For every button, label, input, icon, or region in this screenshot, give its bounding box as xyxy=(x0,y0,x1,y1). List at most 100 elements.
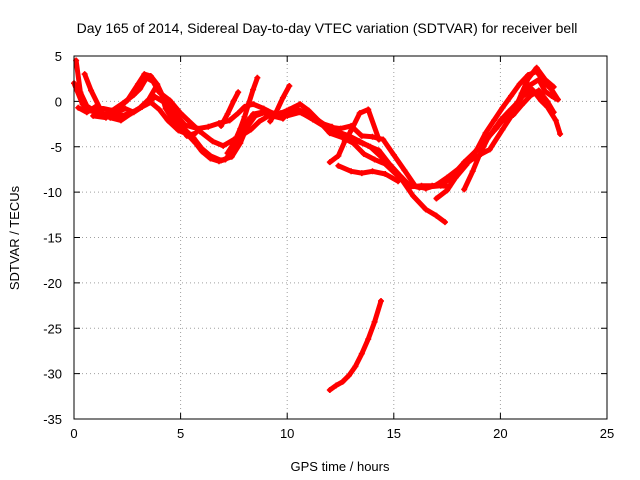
data-point xyxy=(433,195,440,202)
series-line xyxy=(335,163,401,184)
data-point xyxy=(473,146,480,153)
y-tick-label: 0 xyxy=(55,94,62,109)
data-point xyxy=(230,140,237,147)
data-point xyxy=(134,81,141,88)
data-point xyxy=(527,82,534,89)
x-tick-label: 25 xyxy=(600,426,614,441)
data-point xyxy=(220,142,227,149)
data-point xyxy=(476,152,483,159)
data-point xyxy=(218,157,225,164)
y-tick-label: -10 xyxy=(43,185,62,200)
series-sat-h xyxy=(267,82,293,125)
data-point xyxy=(348,127,355,134)
data-point xyxy=(554,96,561,103)
data-point xyxy=(277,110,284,117)
data-point xyxy=(177,110,184,117)
y-tick-label: 5 xyxy=(55,49,62,64)
series-line xyxy=(267,83,292,124)
x-tick-label: 10 xyxy=(280,426,294,441)
data-point xyxy=(169,110,176,117)
series-sat-g xyxy=(224,74,261,157)
data-point xyxy=(544,98,551,105)
data-point xyxy=(337,125,344,132)
plot-frame xyxy=(73,55,608,420)
data-point xyxy=(254,74,261,81)
series-line xyxy=(218,89,241,129)
data-point xyxy=(90,112,97,119)
data-point xyxy=(369,168,376,175)
data-point xyxy=(267,118,274,125)
data-point xyxy=(365,336,372,343)
data-point xyxy=(382,160,389,167)
data-point xyxy=(358,350,365,357)
data-point xyxy=(83,109,90,116)
data-point xyxy=(335,162,342,169)
data-point xyxy=(177,124,184,131)
series-line xyxy=(327,298,384,393)
data-point xyxy=(141,71,148,78)
data-point xyxy=(252,112,259,119)
x-tick-label: 0 xyxy=(70,426,77,441)
data-point xyxy=(335,152,342,159)
data-point xyxy=(535,87,542,94)
data-point xyxy=(122,111,129,118)
data-point xyxy=(237,140,244,147)
y-tick-label: -15 xyxy=(43,231,62,246)
data-point xyxy=(117,117,124,124)
data-point xyxy=(518,102,525,109)
data-point xyxy=(356,110,363,117)
data-point xyxy=(550,109,557,116)
data-point xyxy=(124,97,131,104)
data-point xyxy=(209,138,216,145)
series-sat-k xyxy=(326,298,385,393)
plot-area xyxy=(71,57,564,393)
data-point xyxy=(226,117,233,124)
data-point xyxy=(360,151,367,158)
data-point xyxy=(183,132,190,139)
data-point xyxy=(256,118,263,125)
data-point xyxy=(88,87,95,94)
data-point xyxy=(427,183,434,190)
data-point xyxy=(132,107,139,114)
data-point xyxy=(326,159,333,166)
data-point xyxy=(371,318,378,325)
data-point xyxy=(75,104,82,111)
data-point xyxy=(77,89,84,96)
data-point xyxy=(235,110,242,117)
data-point xyxy=(326,386,333,393)
data-point xyxy=(375,147,382,154)
data-point xyxy=(352,363,359,370)
data-point xyxy=(493,123,500,130)
data-point xyxy=(390,151,397,158)
data-point xyxy=(508,92,515,99)
data-point xyxy=(81,71,88,78)
axis-ticks xyxy=(73,55,608,420)
data-point xyxy=(286,106,293,113)
data-point xyxy=(260,105,267,112)
data-point xyxy=(499,126,506,133)
data-point xyxy=(499,104,506,111)
data-point xyxy=(83,102,90,109)
data-point xyxy=(358,132,365,139)
data-point xyxy=(422,206,429,213)
data-point xyxy=(533,68,540,75)
x-tick-label: 15 xyxy=(387,426,401,441)
data-point xyxy=(207,152,214,159)
data-point xyxy=(205,123,212,130)
data-point xyxy=(245,100,252,107)
data-point xyxy=(166,97,173,104)
y-tick-label: -25 xyxy=(43,321,62,336)
data-point xyxy=(469,168,476,175)
data-point xyxy=(147,72,154,79)
data-point xyxy=(365,106,372,113)
y-tick-label: -20 xyxy=(43,276,62,291)
data-point xyxy=(416,184,423,191)
data-point xyxy=(463,161,470,168)
data-point xyxy=(247,126,254,133)
data-point xyxy=(392,170,399,177)
data-point xyxy=(239,131,246,138)
data-point xyxy=(529,86,536,93)
y-tick-label: -30 xyxy=(43,367,62,382)
data-point xyxy=(192,130,199,137)
data-point xyxy=(164,117,171,124)
